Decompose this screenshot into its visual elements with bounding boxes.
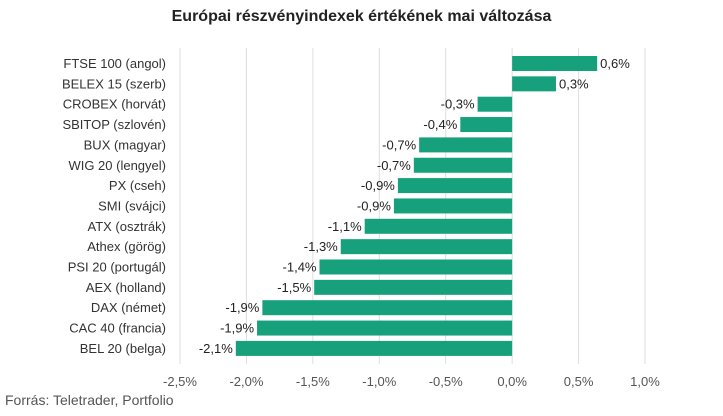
category-label: PX (cseh) [109, 178, 166, 193]
bar [393, 198, 513, 214]
data-label: -1,4% [283, 260, 317, 275]
category-label: PSI 20 (portugál) [68, 260, 166, 275]
x-tick-label: -2,0% [229, 374, 263, 389]
category-label: ATX (osztrák) [88, 219, 167, 234]
bar [413, 157, 513, 173]
data-label: -0,3% [441, 97, 475, 112]
category-label: CAC 40 (francia) [69, 321, 166, 336]
bar [364, 218, 513, 234]
category-label: BEL 20 (belga) [80, 341, 166, 356]
x-axis-ticks: -2,5% -2,0% -1,5% -1,0% -0,5% 0,0% 0,5% 1,0% [163, 374, 660, 389]
data-label: -1,1% [328, 219, 362, 234]
category-label: FTSE 100 (angol) [63, 56, 166, 71]
data-label: 0,6% [600, 56, 630, 71]
data-label: -0,7% [377, 158, 411, 173]
category-label: SMI (svájci) [98, 198, 166, 213]
source-note: Forrás: Teletrader, Portfolio [5, 392, 174, 408]
category-label: AEX (holland) [86, 280, 166, 295]
data-label: 0,3% [559, 76, 589, 91]
data-label: -1,5% [277, 280, 311, 295]
data-label: -1,9% [220, 321, 254, 336]
data-label: -0,9% [357, 198, 391, 213]
chart-title: Európai részvényindexek értékének mai vá… [171, 8, 552, 25]
data-labels: 0,6% 0,3% -0,3% -0,4% -0,7% -0,7% -0,9% -0,9% -1… [199, 56, 630, 356]
bar [257, 320, 513, 336]
category-label: SBITOP (szlovén) [62, 117, 166, 132]
bar [262, 300, 513, 316]
category-labels: FTSE 100 (angol) BELEX 15 (szerb) CROBEX (… [62, 56, 166, 356]
data-label: -1,3% [304, 239, 338, 254]
x-tick-label: -0,5% [429, 374, 463, 389]
category-label: WIG 20 (lengyel) [68, 158, 166, 173]
category-label: BUX (magyar) [84, 137, 166, 152]
bar [477, 96, 513, 112]
bar [419, 137, 513, 153]
category-label: Athex (görög) [87, 239, 166, 254]
bar [460, 117, 513, 133]
x-tick-label: -1,0% [362, 374, 396, 389]
x-tick-label: 1,0% [630, 374, 660, 389]
data-label: -2,1% [199, 341, 233, 356]
bar [397, 178, 513, 194]
data-label: -0,9% [361, 178, 395, 193]
category-label: CROBEX (horvát) [63, 97, 166, 112]
bar [314, 279, 513, 295]
x-tick-label: -1,5% [296, 374, 330, 389]
bar [512, 56, 598, 71]
category-label: BELEX 15 (szerb) [62, 76, 166, 91]
data-label: -1,9% [225, 300, 259, 315]
x-tick-label: -2,5% [163, 374, 197, 389]
data-label: -0,4% [423, 117, 457, 132]
x-tick-label: 0,0% [497, 374, 527, 389]
category-label: DAX (német) [91, 300, 166, 315]
bar [235, 340, 513, 356]
bars [235, 56, 598, 356]
bar [512, 76, 556, 92]
bar [340, 239, 513, 255]
data-label: -0,7% [382, 137, 416, 152]
bar [319, 259, 513, 275]
x-tick-label: 0,5% [564, 374, 594, 389]
